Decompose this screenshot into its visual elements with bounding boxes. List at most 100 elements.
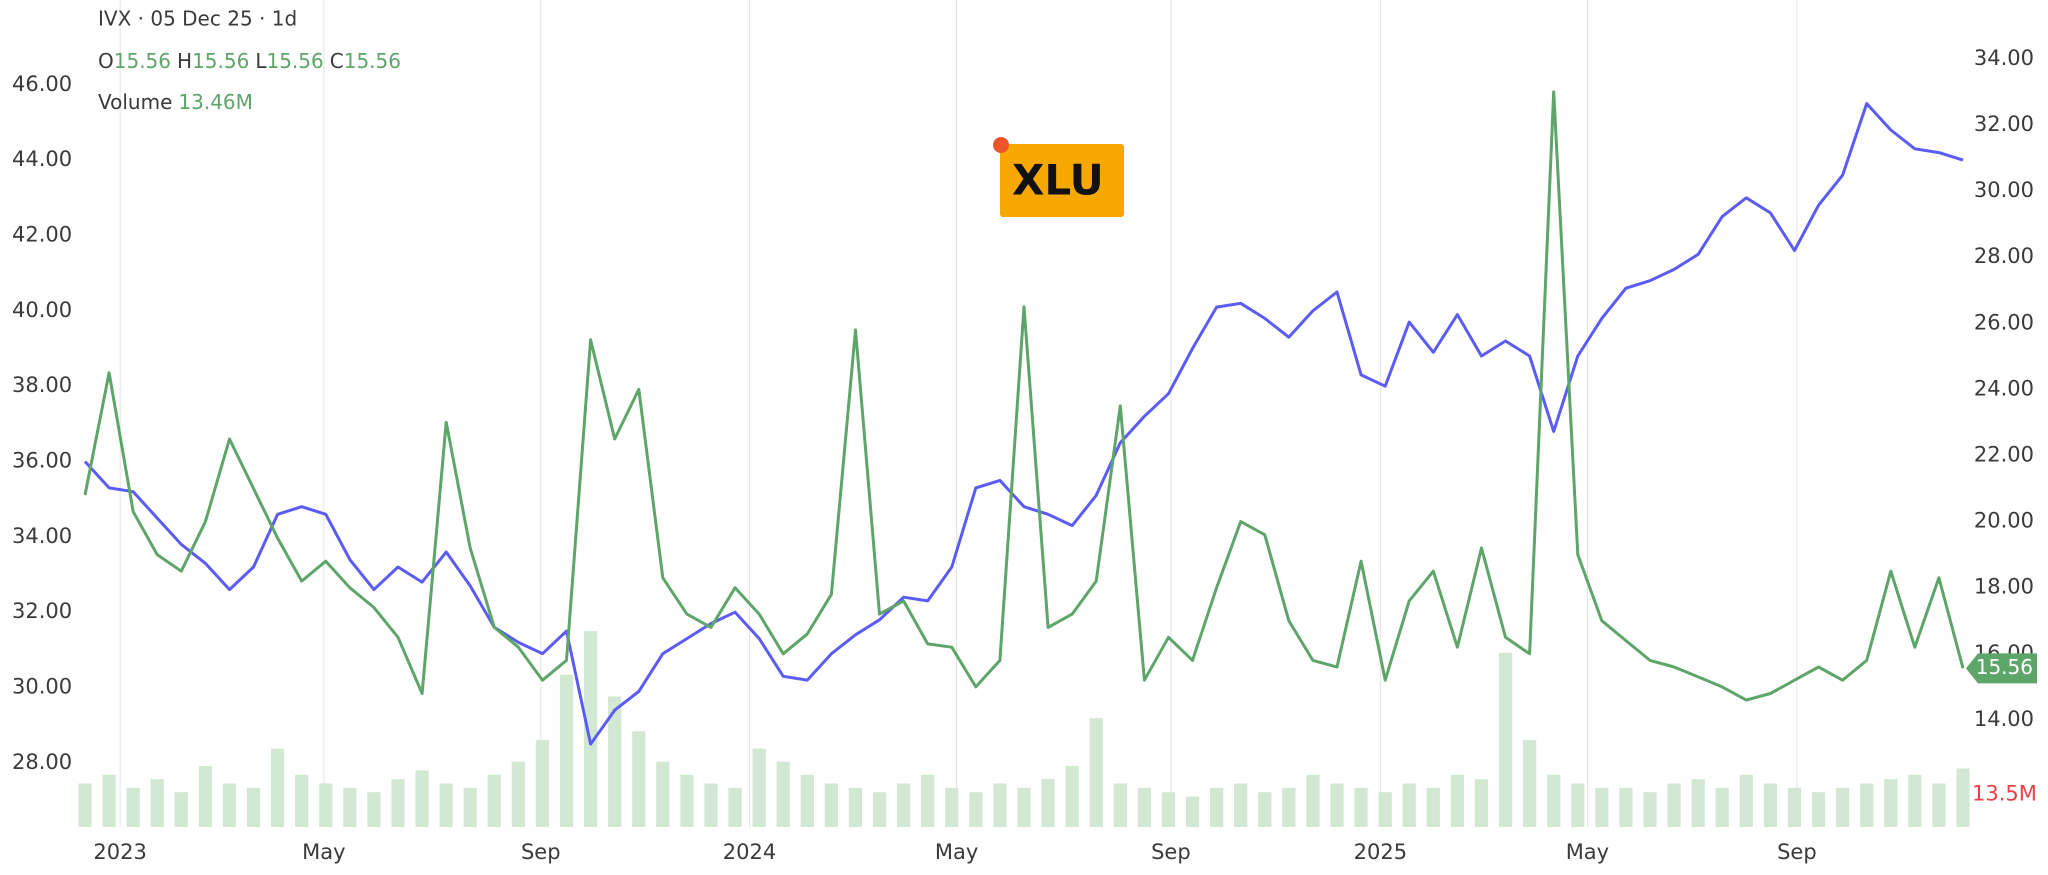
volume-bar	[126, 787, 140, 827]
volume-readout: Volume 13.46M	[98, 90, 253, 114]
volume-bar	[1932, 783, 1946, 827]
series-label-box	[1000, 144, 1124, 217]
volume-bar	[1956, 768, 1970, 827]
x-tick-label: Sep	[1777, 840, 1817, 864]
volume-bar	[872, 792, 887, 827]
line-ivx	[83, 90, 1965, 702]
volume-bar	[800, 774, 814, 827]
volume-bar	[1234, 783, 1248, 827]
x-tick-label: May	[1566, 840, 1609, 864]
volume-bar	[848, 787, 863, 827]
y2-tick-label: 22.00	[1974, 442, 2034, 466]
y-tick-label: 42.00	[12, 222, 72, 246]
volume-bar	[704, 783, 718, 827]
volume-bar	[1258, 792, 1272, 827]
volume-bar	[1017, 787, 1031, 827]
volume-value: 13.46M	[178, 90, 253, 114]
x-tick-label: 2023	[93, 840, 146, 864]
y2-tick-label: 32.00	[1974, 112, 2034, 136]
volume-bar	[246, 787, 261, 827]
volume-name: Volume	[98, 90, 172, 114]
y2-tick-label: 28.00	[1974, 244, 2034, 268]
volume-bar	[656, 761, 670, 827]
volume-bar	[319, 783, 333, 827]
volume-bar	[439, 783, 453, 827]
volume-bar	[1330, 783, 1344, 827]
volume-bar	[295, 774, 309, 827]
volume-bar	[1354, 787, 1368, 827]
volume-bar	[463, 787, 477, 827]
volume-bar	[559, 674, 574, 827]
volume-bar	[415, 770, 429, 827]
volume-bar	[1450, 774, 1465, 827]
volume-bar	[535, 739, 550, 827]
last-price: 15.56	[1976, 655, 2033, 679]
volume-last-label: 13.5M	[1972, 781, 2037, 805]
x-tick-label: Sep	[521, 840, 561, 864]
volume-bar	[1715, 787, 1729, 827]
volume-bar	[198, 766, 213, 827]
volume-bar	[1619, 787, 1633, 827]
y-tick-label: 28.00	[12, 750, 72, 774]
y-tick-label: 36.00	[12, 449, 72, 473]
volume-bar	[78, 783, 92, 827]
symbol: IVX · 05 Dec 25 · 1d	[98, 7, 297, 31]
volume-bar	[776, 761, 790, 827]
volume-bar	[1595, 787, 1609, 827]
ohlc-letter: H	[177, 49, 192, 73]
volume-bar	[921, 774, 935, 827]
volume-bar	[1282, 787, 1296, 827]
volume-bar	[222, 783, 237, 827]
volume-bar	[150, 779, 164, 827]
volume-bar	[1306, 774, 1320, 827]
y2-tick-label: 26.00	[1974, 310, 2034, 334]
volume-bar	[1113, 783, 1127, 827]
volume-bar	[1643, 792, 1657, 827]
volume-bar	[1378, 792, 1392, 827]
volume-bar	[1137, 787, 1152, 827]
volume-bar	[270, 748, 285, 827]
volume-bar	[583, 631, 598, 827]
header: IVX · 05 Dec 25 · 1d O15.56 H15.56 L15.56 C…	[98, 7, 401, 114]
volume-bar	[391, 779, 405, 827]
line-xlu	[83, 102, 1964, 746]
ohlc-letter: O	[98, 49, 114, 73]
volume-bar	[1835, 787, 1850, 827]
volume-bar	[824, 783, 839, 827]
volume-bar	[1667, 783, 1681, 827]
volume-bar	[1763, 783, 1778, 827]
volume-bar	[728, 787, 742, 827]
x-tick-label: 2024	[723, 840, 776, 864]
volume-bar	[1498, 652, 1513, 827]
volume-bar	[1787, 787, 1802, 827]
volume-bar	[969, 792, 983, 827]
volume-bar	[945, 787, 959, 827]
ohlc-value: 15.56	[114, 49, 171, 73]
y-tick-label: 34.00	[12, 524, 72, 548]
volume-bar	[1065, 766, 1079, 827]
volume-bar	[1571, 783, 1585, 827]
plot	[78, 0, 1970, 827]
y2-tick-label: 24.00	[1974, 376, 2034, 400]
x-tick-label: 2025	[1354, 840, 1407, 864]
last-price-pill	[1966, 653, 2037, 684]
volume-bar	[608, 696, 622, 827]
volume-bar	[1209, 787, 1224, 827]
volume-bar	[367, 792, 381, 827]
y2-tick-label: 18.00	[1974, 575, 2034, 599]
y2-tick-label: 34.00	[1974, 46, 2034, 70]
y-tick-label: 40.00	[12, 298, 72, 322]
ohlc-value: 15.56	[344, 49, 401, 73]
volume-bar	[1474, 779, 1489, 827]
ohlc-letter: L	[255, 49, 267, 73]
series-label: XLU	[1012, 156, 1104, 205]
volume-bar	[487, 774, 501, 827]
volume-bar	[1089, 718, 1103, 827]
ohlc-value: 15.56	[266, 49, 323, 73]
y-tick-label: 46.00	[12, 72, 72, 96]
ohlc-letter: C	[330, 49, 344, 73]
volume-bar	[680, 774, 694, 827]
x-tick-label: Sep	[1151, 840, 1191, 864]
volume-bar	[1402, 783, 1416, 827]
